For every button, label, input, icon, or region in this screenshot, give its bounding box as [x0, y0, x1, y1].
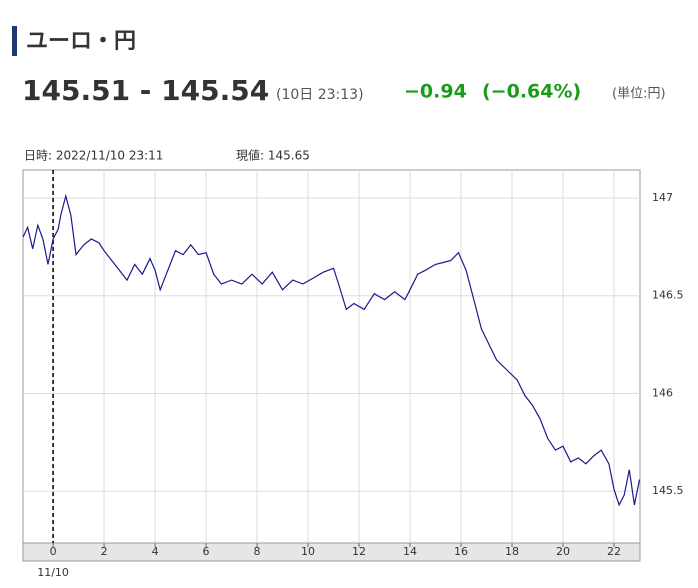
unit: (単位:円) [612, 86, 666, 102]
timestamp: (10日 23:13) [276, 87, 364, 103]
y-tick-label: 146.5 [652, 289, 684, 302]
x-tick-label: 6 [203, 545, 210, 558]
change: −0.94 [404, 81, 467, 103]
y-tick-label: 146 [652, 386, 673, 399]
change-pct: (−0.64%) [482, 81, 581, 103]
x-tick-label: 18 [505, 545, 519, 558]
info-price: 現値: 145.65 [236, 148, 310, 163]
x-axis-strip [22, 542, 641, 562]
x-tick-label: 2 [101, 545, 108, 558]
price-line [22, 193, 641, 507]
quote: 145.51 - 145.54 [22, 74, 269, 107]
info-time: 日時: 2022/11/10 23:11 [24, 149, 163, 163]
plot-area [22, 169, 641, 544]
x-tick-label: 4 [152, 545, 159, 558]
x-tick-label: 16 [454, 545, 468, 558]
x-tick-label: 0 [50, 545, 57, 558]
y-tick-label: 145.5 [652, 484, 684, 497]
x-tick-label: 22 [607, 545, 621, 558]
x-tick-label: 10 [301, 545, 315, 558]
title-bar [12, 26, 17, 56]
x-tick-label: 12 [352, 545, 366, 558]
x-tick-label: 8 [254, 545, 261, 558]
y-tick-label: 147 [652, 191, 673, 204]
title: ユーロ・円 [26, 29, 136, 54]
date-label: 11/10 [37, 566, 69, 579]
x-tick-label: 14 [403, 545, 417, 558]
x-tick-label: 20 [556, 545, 570, 558]
